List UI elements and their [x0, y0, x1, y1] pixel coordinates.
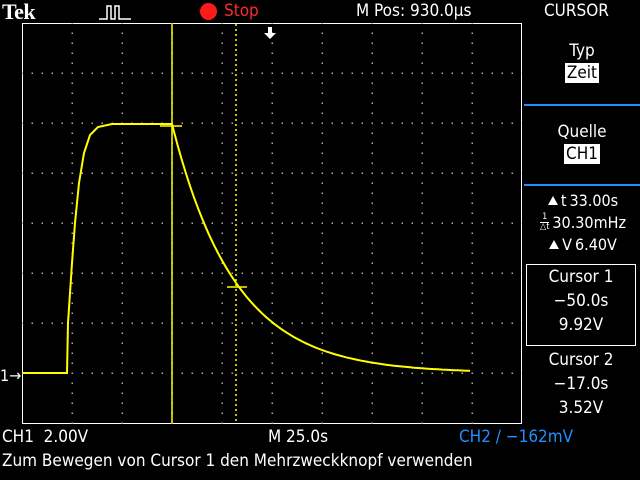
menu-separator	[524, 104, 640, 106]
acquisition-state: Stop	[224, 1, 259, 21]
cursor2-voltage: 3.52V	[558, 398, 604, 418]
delta-icon	[549, 239, 560, 249]
cursor1-time: −50.0s	[553, 291, 609, 311]
menu-source-label: Quelle	[557, 122, 607, 142]
trigger-position-arrow-icon	[264, 27, 276, 39]
cursor1-label: Cursor 1	[548, 267, 614, 287]
menu-source[interactable]: Quelle CH1	[524, 121, 640, 165]
cursor1-panel[interactable]: Cursor 1 −50.0s 9.92V	[526, 264, 636, 346]
one-over-delta-t-icon: 1 △t	[539, 211, 550, 232]
status-message: Zum Bewegen von Cursor 1 den Mehrzweckkn…	[2, 451, 473, 471]
ch1-scale: CH1 2.00V	[2, 427, 89, 447]
ch1-waveform	[22, 123, 471, 374]
menu-source-value: CH1	[564, 144, 600, 164]
cursor2-time: −17.0s	[553, 374, 609, 394]
delta-t-value: 33.00s	[569, 191, 619, 210]
timebase: M 25.0s	[268, 427, 329, 447]
ch1-ground-marker[interactable]: 1→	[0, 366, 22, 385]
cursor-measurements: t 33.00s 1 △t 30.30mHz V 6.40V	[526, 190, 640, 256]
brand-logo: Tek	[2, 0, 36, 24]
menu-type-value: Zeit	[564, 63, 600, 83]
menu-title: CURSOR	[544, 1, 609, 21]
menu-type-label: Typ	[569, 41, 595, 61]
ch1-marker-label: 1	[0, 366, 10, 385]
ch2-scale: CH2 ∕ −162mV	[459, 427, 574, 447]
horizontal-position: M Pos: 930.0µs	[356, 1, 472, 21]
pulse-trigger-icon	[99, 5, 131, 20]
delta-icon	[547, 195, 558, 205]
delta-v-row: V 6.40V	[526, 234, 640, 256]
menu-type[interactable]: Typ Zeit	[524, 40, 640, 84]
graticule	[22, 23, 522, 424]
delta-t-row: t 33.00s	[526, 190, 640, 212]
cursor2-label: Cursor 2	[548, 350, 614, 370]
menu-separator	[524, 184, 640, 186]
stop-dot-icon	[200, 3, 217, 20]
inverse-delta-t-value: 30.30mHz	[552, 213, 626, 232]
scope-display	[22, 23, 522, 424]
cursor1-voltage: 9.92V	[558, 315, 604, 335]
delta-v-value: 6.40V	[574, 235, 617, 254]
cursor2-panel[interactable]: Cursor 2 −17.0s 3.52V	[526, 348, 636, 420]
inverse-delta-t-row: 1 △t 30.30mHz	[526, 212, 640, 234]
